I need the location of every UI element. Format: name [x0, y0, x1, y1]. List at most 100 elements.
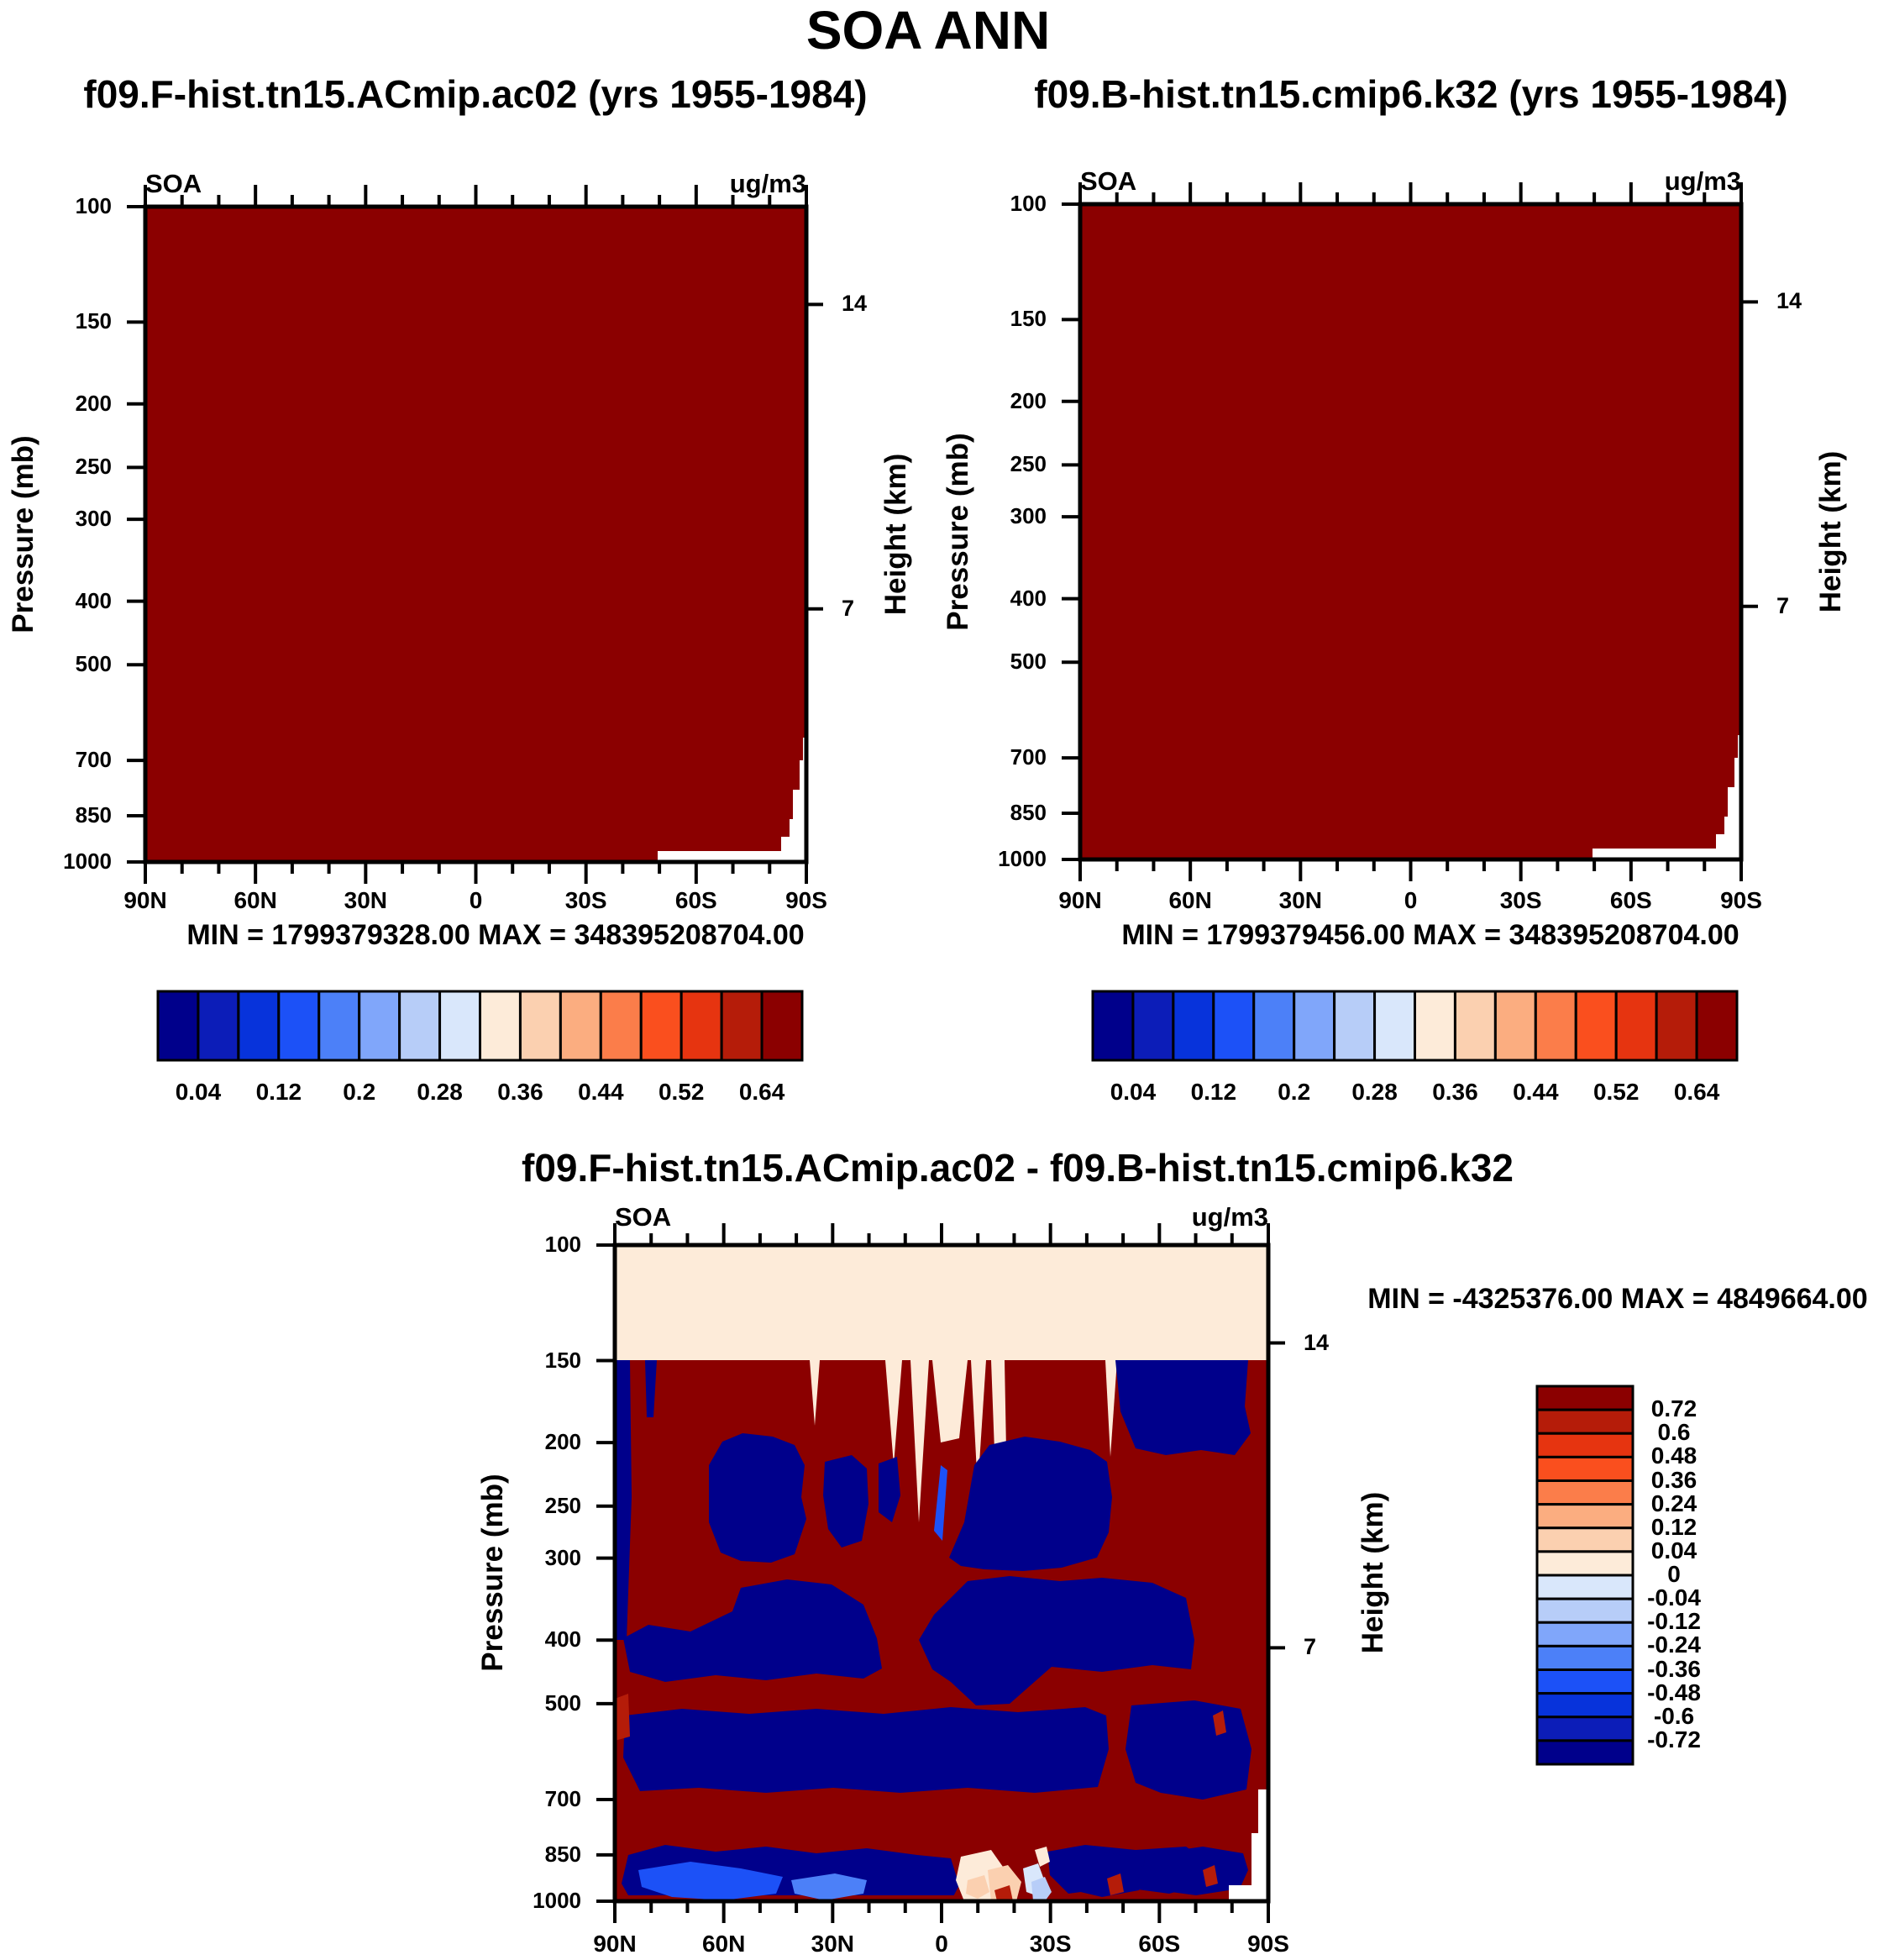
- panel2-units-label: ug/m3: [1664, 166, 1741, 196]
- pressure-tick-label: 100: [75, 193, 112, 218]
- colorbar-cell: [518, 990, 562, 1062]
- colorbar-tick-label: 0.2: [1278, 1079, 1311, 1105]
- pressure-tick-label: 100: [544, 1232, 581, 1257]
- colorbar-tick-label: 0.2: [343, 1079, 376, 1105]
- contour-region: [810, 1360, 820, 1426]
- pressure-tick-label: 850: [1010, 799, 1047, 825]
- colorbar-tick-label: -0.12: [1647, 1608, 1701, 1635]
- lat-tick-label: 30N: [344, 887, 388, 913]
- lat-tick-label: 90N: [593, 1931, 637, 1957]
- diff-plot: [596, 1223, 1285, 1923]
- colorbar-cell: [1212, 990, 1256, 1062]
- colorbar-tick-label: 0.28: [1351, 1079, 1398, 1105]
- lat-tick-label: 0: [935, 1931, 948, 1957]
- colorbar-cell: [1535, 1644, 1635, 1671]
- pressure-tick-label: 400: [1010, 585, 1047, 611]
- colorbar-cell: [720, 990, 763, 1062]
- panel2-field-label: SOA: [1080, 166, 1137, 196]
- contour-region: [885, 1360, 902, 1465]
- field-fill: [145, 207, 806, 862]
- pressure-tick-label: 250: [1010, 451, 1047, 477]
- plot-frame: [612, 1243, 1271, 1904]
- diff-field-label: SOA: [615, 1202, 672, 1232]
- contour-region: [1126, 1700, 1251, 1800]
- lat-tick-label: 30S: [564, 887, 607, 913]
- colorbar-cell: [156, 990, 200, 1062]
- contour-region: [791, 1873, 867, 1900]
- colorbar-tick-label: 0.64: [738, 1079, 785, 1105]
- colorbar-tick-label: -0.04: [1647, 1584, 1701, 1611]
- pressure-tick-label: 400: [544, 1626, 581, 1653]
- pressure-tick-label: 150: [544, 1347, 581, 1373]
- colorbar-cell: [1373, 990, 1416, 1062]
- colorbar-cell: [1614, 990, 1658, 1062]
- colorbar-cell: [1493, 990, 1537, 1062]
- colorbar-cell: [1535, 1668, 1635, 1695]
- colorbar-cell: [559, 990, 602, 1062]
- colorbar-tick-label: 0.52: [1593, 1079, 1640, 1105]
- colorbar-tick-label: 0.44: [578, 1079, 624, 1105]
- pressure-tick-label: 300: [1010, 503, 1047, 529]
- contour-region: [949, 1437, 1112, 1571]
- pressure-tick-label: 700: [1010, 744, 1047, 770]
- colorbar-cell: [1131, 990, 1175, 1062]
- panel1-units-label: ug/m3: [729, 169, 806, 198]
- colorbar-cell: [1414, 990, 1456, 1062]
- pressure-tick-label: 700: [544, 1786, 581, 1812]
- main-title: SOA ANN: [805, 0, 1051, 60]
- colorbar-tick-label: 0.04: [1110, 1079, 1157, 1105]
- pressure-tick-label: 200: [1010, 387, 1047, 413]
- colorbar-tick-label: 0.12: [1650, 1513, 1697, 1540]
- pressure-tick-label: 300: [544, 1544, 581, 1570]
- colorbar-cell: [237, 990, 281, 1062]
- colorbar-cell: [760, 990, 804, 1062]
- contour-region: [615, 1360, 632, 1640]
- colorbar-cell: [1252, 990, 1296, 1062]
- colorbar-cell: [277, 990, 321, 1062]
- pressure-tick-label: 1000: [533, 1888, 581, 1913]
- contour-region: [1107, 1873, 1124, 1895]
- colorbar-tick-label: -0.36: [1647, 1655, 1701, 1682]
- colorbar-cell: [1453, 990, 1497, 1062]
- pressure-tick-label: 150: [1010, 306, 1047, 332]
- colorbar-tick-label: -0.24: [1647, 1632, 1701, 1658]
- pressure-tick-label: 250: [544, 1492, 581, 1518]
- colorbar-cell: [398, 990, 442, 1062]
- colorbar-tick-label: 0.44: [1513, 1079, 1559, 1105]
- colorbar-tick-label: 0: [1667, 1561, 1681, 1587]
- field-fill: [1080, 204, 1741, 859]
- colorbar-tick-label: 0.36: [1432, 1079, 1478, 1105]
- colorbar-cell: [479, 990, 522, 1062]
- lat-tick-label: 0: [469, 887, 483, 913]
- contour-region: [615, 1694, 630, 1741]
- pressure-tick-label: 100: [1010, 191, 1047, 216]
- colorbar-tick-label: 0.24: [1650, 1490, 1697, 1516]
- colorbar-cell: [1172, 990, 1215, 1062]
- plot-frame: [143, 204, 809, 864]
- lat-tick-label: 90S: [1720, 887, 1762, 913]
- panel2-colorbar: [1091, 990, 1739, 1062]
- pressure-tick-label: 700: [75, 747, 112, 773]
- colorbar-cell: [1091, 990, 1135, 1062]
- lat-tick-label: 60S: [1138, 1931, 1181, 1957]
- panel1-plot: [127, 185, 823, 884]
- lat-tick-label: 60N: [1168, 887, 1212, 913]
- pressure-tick-label: 500: [1010, 649, 1047, 675]
- panel1-colorbar: [156, 990, 804, 1062]
- lat-tick-label: 60S: [1609, 887, 1652, 913]
- contour-region: [645, 1360, 657, 1417]
- contour-region: [932, 1360, 968, 1442]
- pressure-tick-label: 500: [75, 651, 112, 677]
- lat-tick-label: 60S: [674, 887, 717, 913]
- contour-region: [623, 1579, 882, 1682]
- colorbar-tick-label: 0.64: [1673, 1079, 1720, 1105]
- colorbar-cell: [1535, 1716, 1635, 1742]
- contour-region: [934, 1465, 947, 1541]
- contour-region: [994, 1885, 1013, 1901]
- lat-tick-label: 30S: [1029, 1931, 1072, 1957]
- contour-region: [971, 1360, 986, 1489]
- contour-region: [1142, 1847, 1248, 1895]
- height-tick-label: 14: [842, 291, 868, 317]
- panel1-height-axis-title: Height (km): [879, 453, 913, 616]
